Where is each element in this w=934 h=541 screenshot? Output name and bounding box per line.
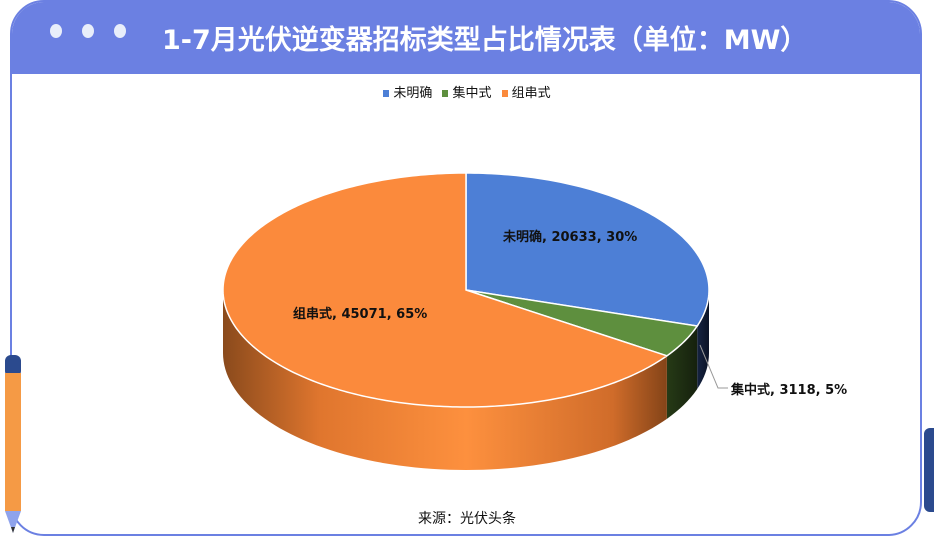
slice-string bbox=[222, 172, 669, 408]
legend-label: 组串式 bbox=[511, 86, 551, 101]
legend-swatch bbox=[501, 90, 508, 97]
legend-label: 未明确 bbox=[393, 86, 433, 101]
data-label-unspecified: 未明确, 20633, 30% bbox=[502, 229, 637, 245]
legend-item-string: 组串式 bbox=[501, 86, 551, 101]
legend: 未明确 集中式 组串式 bbox=[0, 82, 934, 101]
page-title: 1-7月光伏逆变器招标类型占比情况表（单位：MW） bbox=[162, 25, 808, 56]
legend-item-central: 集中式 bbox=[442, 86, 492, 101]
slice-central bbox=[465, 289, 699, 357]
legend-item-unspecified: 未明确 bbox=[383, 86, 432, 101]
pencil-icon bbox=[5, 355, 21, 533]
slice-side-string bbox=[223, 290, 667, 470]
legend-swatch bbox=[442, 90, 449, 97]
dot-icon bbox=[114, 24, 126, 38]
legend-swatch bbox=[383, 90, 390, 97]
slice-unspecified bbox=[465, 172, 710, 327]
slice-side-central bbox=[666, 326, 698, 419]
legend-label: 集中式 bbox=[452, 86, 492, 101]
title-bar: 1-7月光伏逆变器招标类型占比情况表（单位：MW） bbox=[12, 2, 920, 74]
slice-side-unspecified bbox=[697, 290, 709, 390]
source-note: 来源：光伏头条 bbox=[418, 511, 516, 527]
leader-line bbox=[699, 344, 728, 389]
dot-icon bbox=[50, 24, 62, 38]
side-tab bbox=[924, 428, 934, 512]
data-label-central: 集中式, 3118, 5% bbox=[730, 382, 847, 398]
data-label-string: 组串式, 45071, 65% bbox=[293, 306, 427, 322]
dot-icon bbox=[82, 24, 94, 38]
